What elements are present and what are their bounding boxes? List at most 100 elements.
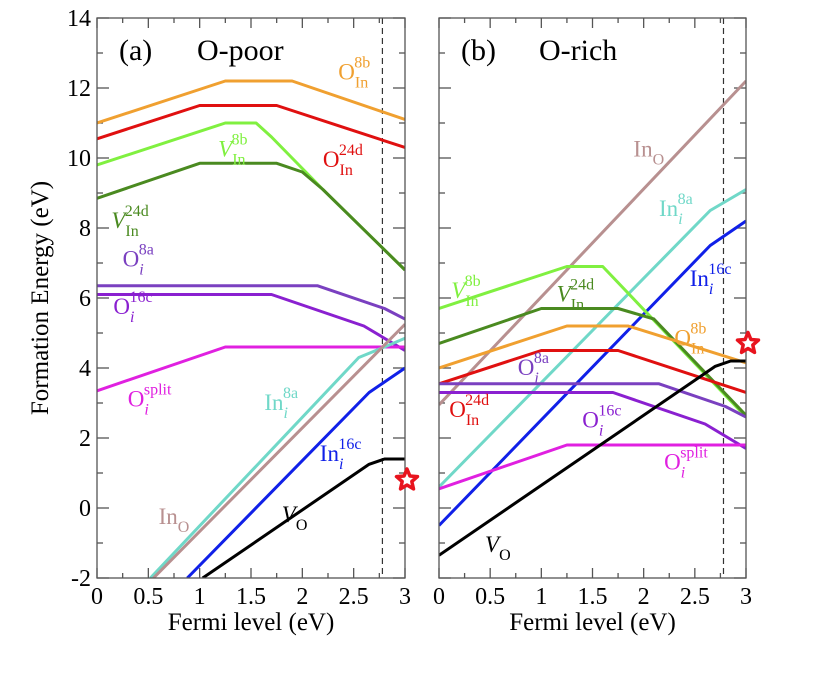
series-label-v-o: VO — [485, 532, 511, 564]
y-tick-label: 8 — [79, 216, 91, 242]
panel-title: O-rich — [539, 34, 617, 67]
series-label-v-in-8b: VIn 8b — [218, 131, 247, 168]
y-tick-label: 2 — [79, 426, 91, 452]
series-label-in-i-8a: Ini 8a — [659, 191, 693, 228]
y-tick-label: 12 — [67, 76, 91, 102]
plot-frame — [96, 17, 406, 579]
series-line-in-i-16c — [186, 366, 405, 578]
label-subscript: i — [284, 405, 288, 422]
series-label-v-in-8b: VIn 8b — [451, 273, 480, 310]
label-superscript: 8b — [690, 320, 706, 337]
label-subscript: In — [571, 297, 584, 314]
panel-title: O-poor — [197, 34, 284, 67]
label-subscript: i — [534, 370, 538, 387]
label-superscript: 8b — [232, 131, 248, 148]
label-base: V — [218, 136, 235, 161]
series-label-o-in-24d: OIn 24d — [323, 142, 363, 179]
series-line-in-o — [152, 323, 405, 578]
series-line-o-i-split — [439, 443, 746, 491]
series-line-v-o — [439, 359, 746, 557]
label-superscript: 24d — [339, 142, 363, 159]
label-superscript: split — [144, 382, 172, 399]
x-tick-label: 0.5 — [133, 584, 163, 610]
x-axis-title: Fermi level (eV) — [168, 609, 335, 636]
label-subscript: i — [709, 281, 713, 298]
label-superscript: 8a — [139, 242, 154, 259]
series-line-o-in-8b — [439, 324, 746, 370]
series-label-o-in-8b: OIn 8b — [674, 320, 706, 357]
series-label-in-o: InO — [159, 504, 190, 536]
label-base: In — [159, 504, 179, 529]
label-base: In — [659, 196, 679, 221]
x-tick-label: 0 — [91, 584, 103, 610]
x-tick-label: 0 — [433, 584, 445, 610]
label-base: V — [451, 278, 468, 303]
series-label-o-in-24d: OIn 24d — [449, 392, 489, 429]
panel-label: (a) — [119, 34, 152, 67]
x-tick-label: 0.5 — [475, 584, 505, 610]
label-subscript: In — [339, 162, 352, 179]
label-base: In — [633, 136, 653, 161]
series-line-o-in-24d — [97, 104, 405, 149]
series-line-in-i-8a — [439, 188, 746, 489]
series-line-o-i-8a — [97, 284, 405, 321]
label-superscript: 16c — [708, 261, 731, 278]
series-label-o-in-8b: OIn 8b — [338, 54, 370, 91]
x-tick-label: 1.5 — [578, 584, 608, 610]
series-label-v-o: VO — [282, 502, 308, 534]
series-label-o-i-8a: Oi 8a — [518, 350, 549, 387]
label-base: O — [113, 294, 130, 319]
series-line-o-i-16c — [439, 391, 746, 450]
label-subscript: In — [232, 151, 245, 168]
series-label-o-i-split: Oi split — [664, 445, 708, 482]
series-line-v-in-24d — [439, 307, 746, 417]
label-subscript: i — [678, 211, 682, 228]
plot-area — [439, 79, 746, 557]
series-line-o-i-16c — [97, 293, 405, 352]
series-label-o-i-split: Oi split — [128, 382, 172, 419]
x-tick-label: 3 — [399, 584, 411, 610]
series-label-in-o: InO — [633, 136, 664, 168]
label-superscript: 24d — [125, 203, 149, 220]
label-superscript: 16c — [598, 403, 621, 420]
y-tick-label: 0 — [79, 496, 91, 522]
label-subscript: i — [599, 423, 603, 440]
label-superscript: 8a — [678, 191, 693, 208]
label-base: V — [557, 282, 574, 307]
y-tick-label: 4 — [79, 356, 91, 382]
series-label-in-i-8a: Ini 8a — [264, 385, 298, 422]
x-tick-label: 2.5 — [339, 584, 369, 610]
plot-frame — [438, 17, 747, 579]
y-tick-label: -2 — [71, 566, 91, 592]
star-marker — [394, 467, 420, 491]
label-superscript: 8b — [465, 273, 481, 290]
series-line-in-i-8a — [149, 336, 405, 578]
label-base: O — [449, 397, 466, 422]
series-label-in-i-16c: Ini 16c — [690, 261, 732, 298]
series-line-o-i-split — [97, 345, 405, 393]
x-tick-label: 3 — [740, 584, 752, 610]
label-base: In — [320, 441, 340, 466]
series-label-o-i-16c: Oi 16c — [582, 403, 621, 440]
series-label-v-in-24d: VIn 24d — [111, 203, 148, 240]
panel-label: (b) — [461, 34, 496, 67]
series-line-o-i-8a — [439, 382, 746, 419]
plot-area — [97, 79, 405, 578]
y-tick-label: 6 — [79, 286, 91, 312]
label-superscript: 8a — [534, 350, 549, 367]
label-subscript: In — [466, 412, 479, 429]
label-base: O — [664, 450, 681, 475]
x-tick-label: 2 — [638, 584, 650, 610]
label-superscript: split — [680, 445, 708, 462]
label-superscript: 24d — [570, 277, 594, 294]
y-tick-label: 14 — [67, 6, 91, 32]
y-tick-label: 10 — [67, 146, 91, 172]
label-subscript: i — [339, 456, 343, 473]
label-subscript: O — [653, 151, 665, 168]
x-tick-label: 1 — [535, 584, 547, 610]
label-base: O — [338, 59, 355, 84]
y-axis-title: Formation Energy (eV) — [27, 181, 54, 415]
label-subscript: i — [144, 402, 148, 419]
